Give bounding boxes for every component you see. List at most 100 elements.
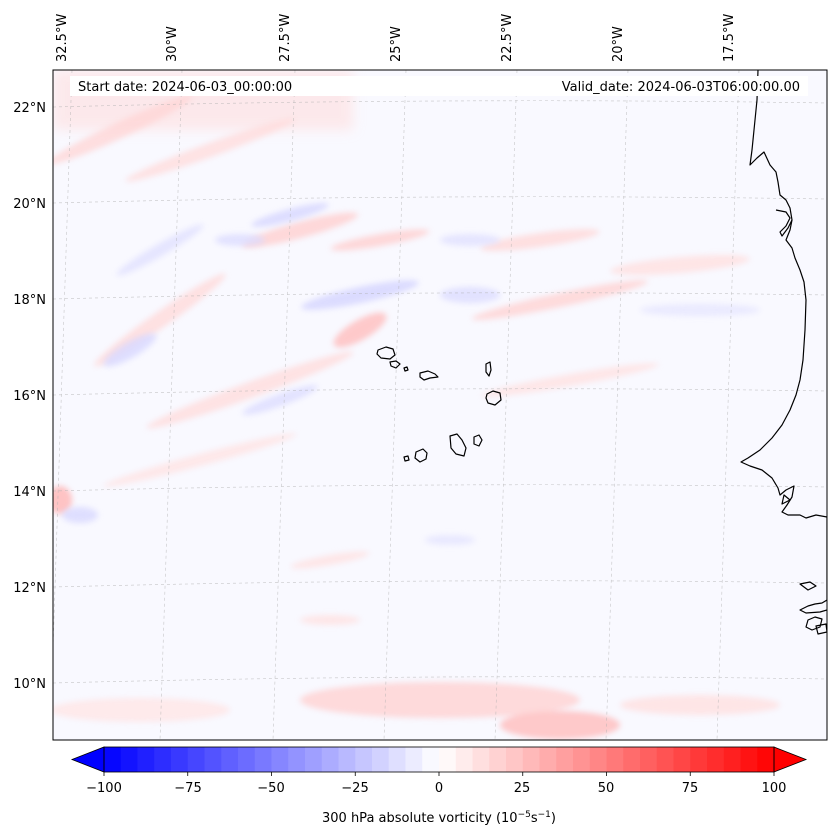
colorbar-segment xyxy=(723,747,741,772)
cb-tick-label: −50 xyxy=(257,781,284,796)
parallel-line xyxy=(53,100,827,108)
lat-label-12n: 12°N xyxy=(13,581,46,596)
longitude-labels: 32.5°W 30°W 27.5°W 25°W 22.5°W 20°W 17.5… xyxy=(55,14,737,62)
info-box xyxy=(70,76,808,96)
coast-detail xyxy=(781,494,791,505)
island-maio xyxy=(473,434,483,447)
colorbar-segment xyxy=(623,747,641,772)
lon-label-20w: 20°W xyxy=(611,26,626,62)
graticule xyxy=(53,70,827,740)
colorbar-segment xyxy=(120,747,138,772)
colorbar-segment xyxy=(187,747,205,772)
valid-date-label: Valid_date: 2024-06-03T06:00:00.00 xyxy=(562,80,800,95)
bijagos-islands xyxy=(805,616,827,635)
island-santiago xyxy=(449,433,467,457)
meridian-line xyxy=(383,70,407,740)
island-sao-vicente xyxy=(389,360,401,369)
meridian-line xyxy=(159,70,183,740)
parallel-line xyxy=(53,484,827,492)
colorbar-segment xyxy=(154,747,172,772)
cb-tick-label: −75 xyxy=(174,781,201,796)
start-date-label: Start date: 2024-06-03_00:00:00 xyxy=(78,80,292,95)
colorbar-segment xyxy=(656,747,674,772)
colorbar-segment xyxy=(740,747,758,772)
cb-tick-label: 100 xyxy=(762,781,787,796)
meridian-line xyxy=(716,70,740,740)
colorbar-segment xyxy=(171,747,189,772)
bijagos-island-2 xyxy=(799,581,817,591)
colorbar xyxy=(70,746,808,776)
lon-label-25w: 25°W xyxy=(389,26,404,62)
lat-label-10n: 10°N xyxy=(13,677,46,692)
colorbar-segment xyxy=(221,747,239,772)
colorbar-segment xyxy=(321,747,339,772)
africa-coastline xyxy=(740,70,827,614)
meridian-line xyxy=(53,70,73,658)
colorbar-extend-min xyxy=(70,746,105,773)
island-fogo xyxy=(414,448,428,463)
colorbar-segment xyxy=(589,747,607,772)
colorbar-segment xyxy=(305,747,323,772)
island-sao-nicolau xyxy=(419,370,439,381)
colorbar-segment xyxy=(640,747,658,772)
island-santa-luzia xyxy=(403,366,409,372)
colorbar-segment xyxy=(338,747,356,772)
colorbar-segment xyxy=(673,747,691,772)
colorbar-segment xyxy=(355,747,373,772)
colorbar-segment xyxy=(690,747,708,772)
colorbar-segment xyxy=(238,747,256,772)
colorbar-segment xyxy=(455,747,473,772)
cb-tick-label: 75 xyxy=(682,781,699,796)
parallel-line xyxy=(53,676,827,684)
lat-label-22n: 22°N xyxy=(13,101,46,116)
parallel-line xyxy=(53,580,827,588)
latitude-labels: 22°N 20°N 18°N 16°N 14°N 12°N 10°N xyxy=(13,101,46,692)
parallel-line xyxy=(53,388,827,396)
colorbar-segment xyxy=(606,747,624,772)
meridian-line xyxy=(605,70,629,740)
colorbar-segment xyxy=(204,747,222,772)
colorbar-segment xyxy=(271,747,289,772)
vorticity-field xyxy=(53,70,827,740)
colorbar-segment xyxy=(573,747,591,772)
colorbar-segment xyxy=(539,747,557,772)
cb-tick-label: 0 xyxy=(435,781,443,796)
cb-tick-label: 25 xyxy=(514,781,531,796)
lon-label-27-5w: 27.5°W xyxy=(278,14,293,62)
lon-label-17-5w: 17.5°W xyxy=(722,14,737,62)
parallel-line xyxy=(53,292,827,300)
colorbar-segment xyxy=(489,747,507,772)
lat-label-20n: 20°N xyxy=(13,197,46,212)
cb-tick-label: 50 xyxy=(598,781,615,796)
island-boa-vista xyxy=(485,390,502,406)
colorbar-segment xyxy=(372,747,390,772)
island-sal xyxy=(485,361,492,377)
colorbar-extend-max xyxy=(773,746,808,773)
colorbar-ticks: −100 −75 −50 −25 0 25 50 75 100 xyxy=(86,781,786,796)
colorbar-segment xyxy=(472,747,490,772)
colorbar-segment xyxy=(422,747,440,772)
colorbar-segment xyxy=(388,747,406,772)
meridian-line xyxy=(272,70,296,740)
lon-label-32-5w: 32.5°W xyxy=(55,14,70,62)
island-santo-antao xyxy=(376,346,396,360)
cb-tick-label: −100 xyxy=(86,781,122,796)
colorbar-segment xyxy=(137,747,155,772)
lat-label-18n: 18°N xyxy=(13,293,46,308)
meridian-line xyxy=(494,70,518,740)
colorbar-segment xyxy=(556,747,574,772)
lon-label-30w: 30°W xyxy=(165,26,180,62)
colorbar-segment xyxy=(757,747,775,772)
lat-label-16n: 16°N xyxy=(13,389,46,404)
cape-verde-islands xyxy=(376,346,502,463)
coastline xyxy=(740,70,827,635)
colorbar-segment xyxy=(506,747,524,772)
colorbar-label: 300 hPa absolute vorticity (10−5s−1) xyxy=(322,810,556,826)
island-brava xyxy=(403,455,410,462)
colorbar-segment xyxy=(522,747,540,772)
colorbar-segment xyxy=(439,747,457,772)
lat-label-14n: 14°N xyxy=(13,485,46,500)
lon-label-22-5w: 22.5°W xyxy=(500,14,515,62)
colorbar-segment xyxy=(254,747,272,772)
